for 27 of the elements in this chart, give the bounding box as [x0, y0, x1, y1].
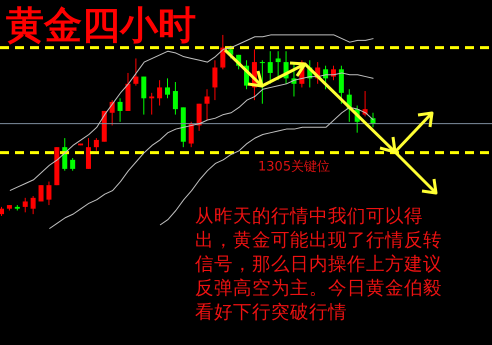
candlestick: [172, 81, 178, 116]
candlestick: [157, 80, 162, 106]
candlestick: [118, 98, 123, 122]
candlestick: [38, 184, 44, 202]
candlestick: [86, 138, 91, 170]
candlestick: [165, 78, 170, 99]
candlestick: [141, 76, 146, 116]
candlestick: [22, 197, 28, 213]
ref-line-label: 1305关键位: [258, 160, 330, 175]
candlestick: [70, 158, 76, 172]
candlestick: [94, 138, 99, 152]
candlestick: [196, 103, 202, 132]
candlestick: [0, 206, 4, 216]
chart-title: 黄金四小时: [6, 2, 196, 48]
candlestick: [220, 34, 226, 70]
candlestick: [276, 50, 281, 81]
candlestick: [133, 58, 138, 86]
candlestick: [204, 88, 210, 121]
candlestick: [188, 121, 194, 148]
candlestick: [149, 92, 154, 116]
candlestick: [30, 196, 36, 215]
annotation: 从昨天的行情中我们可以得出，黄金可能出现了行情反转信号，那么日内操作上方建议反弹高空为主。今日黄金伯毅看好下行突破行情: [195, 205, 443, 325]
candlestick: [212, 60, 218, 101]
candlestick: [268, 50, 273, 84]
candlestick: [46, 181, 52, 206]
candlestick: [260, 60, 265, 104]
candlestick: [338, 65, 344, 104]
